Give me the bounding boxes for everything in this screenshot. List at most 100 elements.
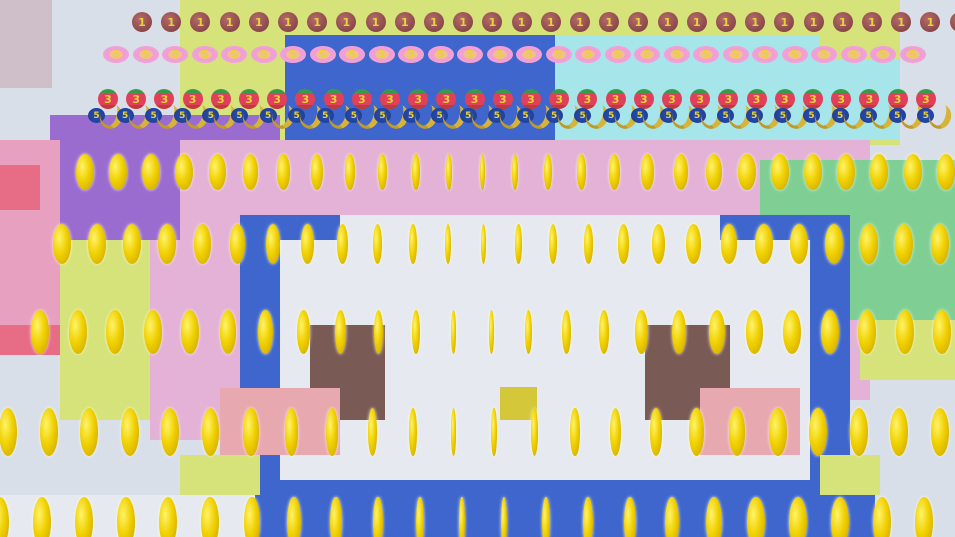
coin	[284, 408, 299, 456]
coin	[873, 497, 891, 537]
pink-planet-5: 5	[398, 46, 424, 63]
coin	[301, 224, 314, 264]
striped-ball-3: 3	[690, 89, 711, 109]
coin	[706, 497, 722, 537]
floor-tile-blue	[255, 495, 875, 537]
pink-planet-5: 5	[221, 46, 247, 63]
coin	[68, 310, 87, 354]
striped-ball-3: 3	[239, 89, 259, 109]
brown-ball-1: 1	[920, 12, 941, 32]
coin	[244, 497, 260, 537]
blue-ball-5: 5	[288, 108, 306, 123]
striped-ball-3: 3	[351, 89, 372, 109]
brown-ball-1: 1	[832, 12, 853, 32]
striped-ball-3: 3	[267, 89, 288, 109]
coin	[809, 408, 827, 456]
blue-ball-5: 5	[717, 108, 735, 123]
brown-ball-1: 1	[307, 12, 328, 32]
striped-ball-3: 3	[662, 89, 682, 109]
coin	[450, 310, 457, 354]
coin	[570, 408, 580, 456]
brown-ball-1: 1	[745, 12, 766, 32]
coin	[39, 408, 58, 456]
coin	[747, 497, 765, 537]
coin	[738, 154, 756, 190]
coin	[416, 497, 424, 537]
coin	[849, 408, 868, 456]
pink-planet-5: 5	[722, 46, 749, 63]
blue-ball-5: 5	[831, 108, 849, 123]
coin	[930, 408, 949, 456]
coin	[123, 224, 142, 264]
striped-ball-3: 3	[549, 89, 570, 109]
striped-ball-3: 3	[408, 89, 429, 109]
striped-ball-3: 3	[98, 89, 118, 109]
coin	[209, 154, 226, 190]
pink-planet-5: 5	[368, 46, 395, 63]
coin	[287, 497, 301, 537]
coin	[598, 310, 610, 354]
coin	[858, 310, 877, 354]
coin	[491, 408, 497, 456]
pink-planet-5: 5	[545, 46, 572, 63]
coin	[583, 497, 593, 537]
blue-ball-5: 5	[116, 108, 134, 123]
coin	[665, 497, 679, 537]
coin	[53, 224, 71, 264]
coin	[530, 408, 539, 456]
coin	[335, 310, 347, 354]
pink-planet-5: 5	[427, 46, 454, 63]
coin	[673, 154, 688, 190]
striped-ball-3: 3	[182, 89, 203, 109]
blue-ball-5: 5	[574, 108, 592, 123]
coin	[445, 224, 452, 264]
floor-tile-red	[0, 325, 60, 355]
coin	[915, 497, 933, 537]
coin	[689, 408, 704, 456]
pink-planet-5: 5	[457, 46, 483, 63]
pink-planet-5: 5	[781, 46, 808, 63]
striped-ball-3: 3	[521, 89, 541, 109]
pink-planet-5: 5	[250, 46, 277, 63]
coin	[860, 224, 879, 264]
coin	[201, 408, 220, 456]
brown-ball-1: 1	[774, 12, 795, 32]
coin	[459, 497, 465, 537]
blue-ball-5: 5	[431, 108, 449, 123]
floor-tile-lime	[820, 455, 880, 495]
coin	[310, 154, 323, 190]
pink-planet-5: 5	[811, 46, 837, 63]
pink-planet-5: 5	[899, 46, 926, 63]
coin	[728, 408, 746, 456]
brown-ball-1: 1	[862, 12, 882, 32]
blue-ball-5: 5	[173, 108, 191, 123]
coin	[635, 310, 648, 354]
blue-ball-5: 5	[860, 108, 878, 123]
coin	[326, 408, 338, 456]
pink-planet-5: 5	[280, 46, 306, 63]
coin	[88, 224, 107, 264]
coin	[831, 497, 849, 537]
coin	[76, 154, 94, 190]
pink-planet-5: 5	[634, 46, 660, 63]
brown-ball-1: 1	[628, 12, 649, 32]
coin	[549, 224, 558, 264]
coin	[624, 497, 636, 537]
coin	[930, 224, 949, 264]
coin	[450, 408, 457, 456]
striped-ball-3: 3	[295, 89, 316, 109]
coin	[542, 497, 550, 537]
coin	[373, 224, 383, 264]
coin	[641, 154, 654, 190]
coin	[617, 224, 630, 264]
coin	[501, 497, 507, 537]
pink-planet-5: 5	[486, 46, 513, 63]
blue-ball-5: 5	[259, 108, 277, 123]
coin	[175, 154, 194, 190]
brown-ball-1: 1	[248, 12, 269, 32]
striped-ball-3: 3	[605, 89, 626, 109]
brown-ball-1: 1	[511, 12, 532, 32]
pink-planet-5: 5	[840, 46, 867, 63]
striped-ball-3: 3	[436, 89, 457, 109]
blue-ball-5: 5	[374, 108, 391, 123]
